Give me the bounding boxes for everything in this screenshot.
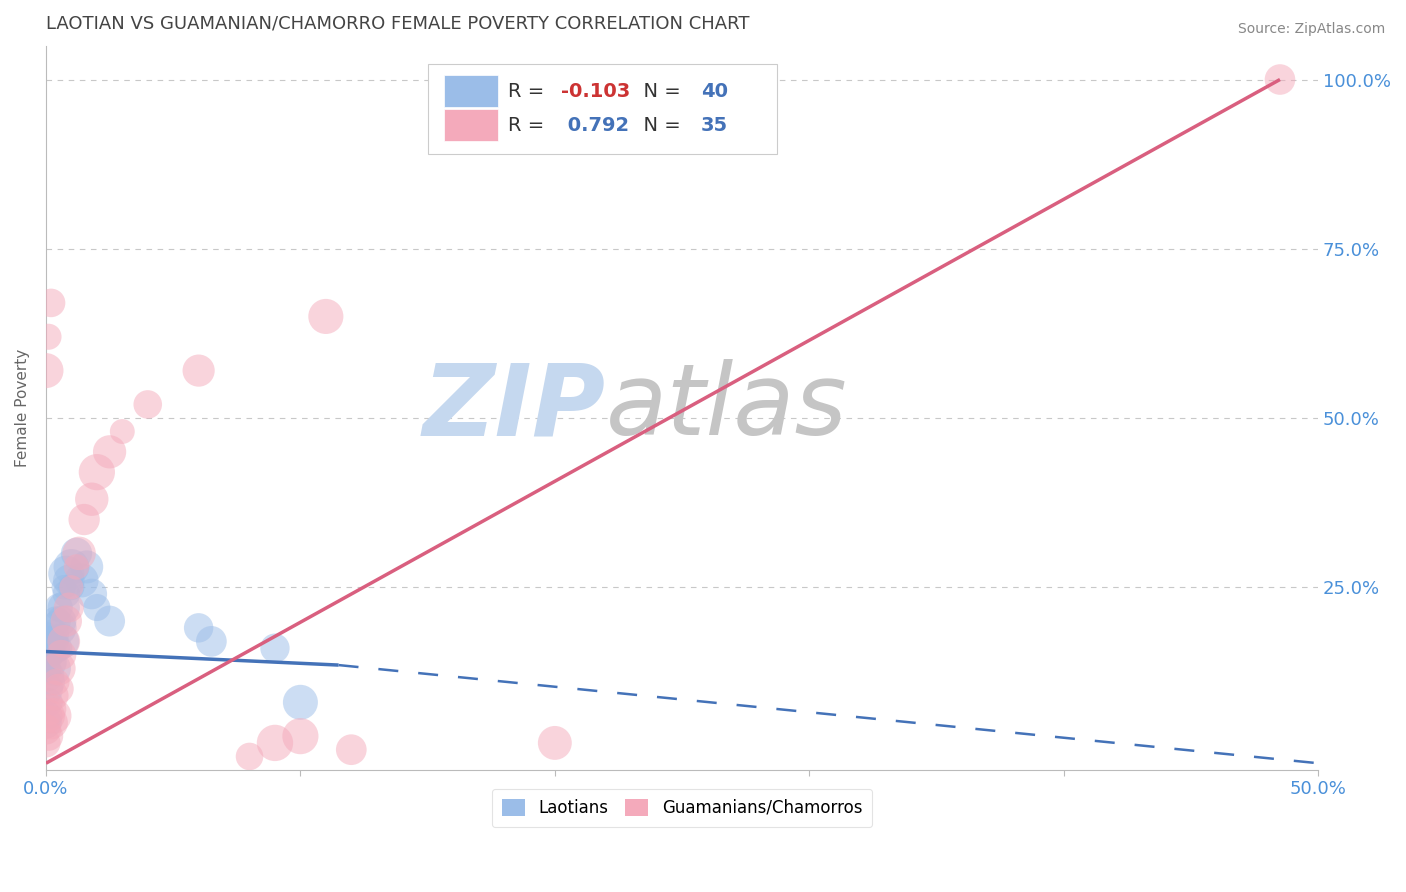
Y-axis label: Female Poverty: Female Poverty [15,349,30,467]
Text: 35: 35 [702,116,728,135]
Point [38,330,60,344]
Text: atlas: atlas [606,359,848,457]
Text: -0.103: -0.103 [561,82,630,101]
FancyBboxPatch shape [444,110,498,141]
Point [51,614,73,628]
Point [45,675,67,690]
Point [48,621,70,635]
Point [67,546,90,560]
Point [42,709,65,723]
Point [48,600,70,615]
Point [38,709,60,723]
Point [340,742,363,756]
Text: ZIP: ZIP [423,359,606,457]
Point [38,695,60,709]
Point [200,634,222,648]
Point [39,702,62,716]
Point [98,614,121,628]
Point [38,641,60,656]
Point [48,681,70,696]
Point [111,425,134,439]
Point [35,661,58,675]
Point [52,580,75,594]
Point [39,296,62,310]
Point [290,729,312,743]
Text: 0.792: 0.792 [561,116,630,135]
Point [39,648,62,662]
Point [315,310,337,324]
Point [60,580,83,594]
FancyBboxPatch shape [427,63,778,154]
Point [45,634,67,648]
Point [39,715,62,730]
Point [80,492,103,507]
Point [55,587,77,601]
Point [39,634,62,648]
Point [51,634,73,648]
Point [42,689,65,703]
Point [52,600,75,615]
Point [544,736,567,750]
Text: LAOTIAN VS GUAMANIAN/CHAMORRO FEMALE POVERTY CORRELATION CHART: LAOTIAN VS GUAMANIAN/CHAMORRO FEMALE POV… [46,15,749,33]
Point [73,512,96,526]
Point [51,648,73,662]
Point [136,397,159,411]
Point [38,729,60,743]
Point [48,661,70,675]
Point [38,709,60,723]
Point [58,574,80,588]
FancyBboxPatch shape [444,75,498,106]
Point [264,736,287,750]
Point [187,621,209,635]
Point [42,627,65,641]
Point [35,363,58,377]
Point [48,641,70,656]
Point [35,723,58,737]
Point [35,715,58,730]
Point [70,574,93,588]
Point [65,546,87,560]
Point [52,634,75,648]
Point [264,641,287,656]
Point [60,560,83,574]
Point [42,641,65,656]
Point [38,668,60,682]
Point [35,681,58,696]
Point [80,587,103,601]
Point [60,580,83,594]
Point [39,675,62,690]
Point [55,566,77,581]
Point [58,600,80,615]
Point [1268,72,1291,87]
Point [55,614,77,628]
Point [187,363,209,377]
Legend: Laotians, Guamanians/Chamorros: Laotians, Guamanians/Chamorros [492,789,872,827]
Point [290,695,312,709]
Point [238,749,260,764]
Text: N =: N = [631,116,688,135]
Point [65,560,87,574]
Point [35,648,58,662]
Point [38,655,60,669]
Point [86,465,108,479]
Point [35,736,58,750]
Point [42,661,65,675]
Point [86,600,108,615]
Text: 40: 40 [702,82,728,101]
Point [35,627,58,641]
Point [98,445,121,459]
Text: R =: R = [508,82,550,101]
Text: N =: N = [631,82,688,101]
Point [76,560,98,574]
Point [45,614,67,628]
Text: Source: ZipAtlas.com: Source: ZipAtlas.com [1237,22,1385,37]
Text: R =: R = [508,116,550,135]
